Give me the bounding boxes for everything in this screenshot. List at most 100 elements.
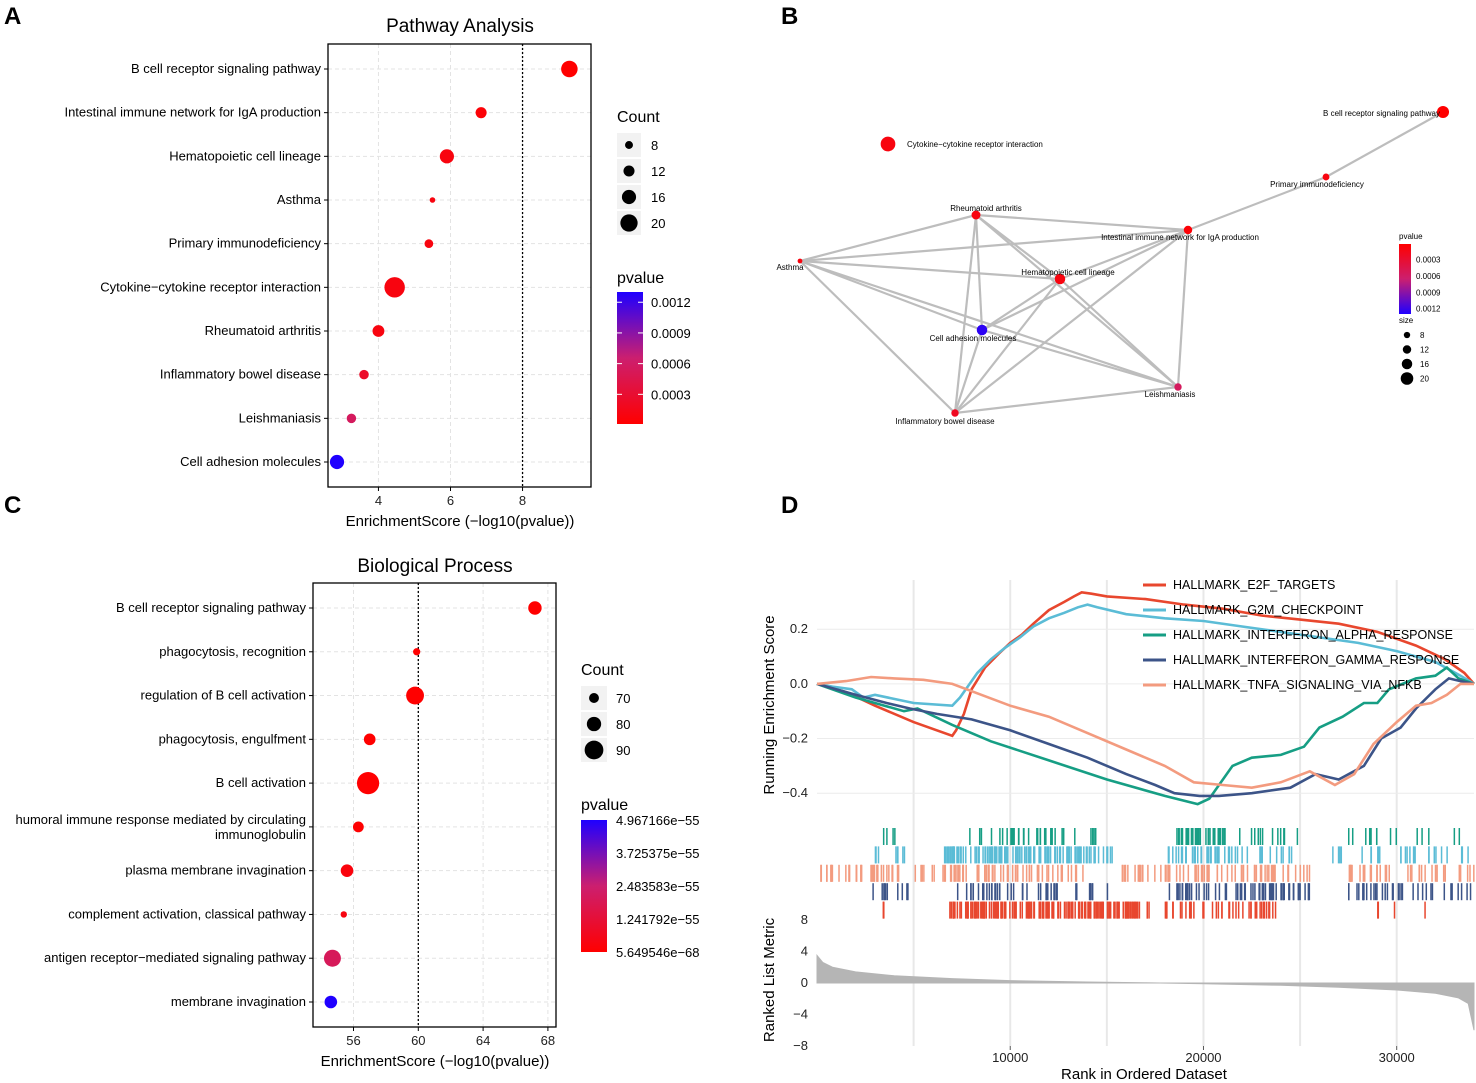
- network-edge: [799, 228, 1189, 263]
- network-node: [1436, 105, 1450, 119]
- legend-label: 16: [1420, 360, 1429, 369]
- data-point: [340, 911, 347, 918]
- data-point: [346, 413, 357, 424]
- network-edge: [1176, 229, 1190, 388]
- legend-size-dot: [1400, 372, 1414, 385]
- network-node: [976, 324, 988, 336]
- x-axis-title: EnrichmentScore (−log10(pvalue)): [346, 513, 575, 530]
- category-label: complement activation, classical pathway: [68, 906, 306, 921]
- legend-label: 0.0009: [1416, 288, 1441, 297]
- series-line: [816, 675, 1474, 790]
- x-axis-title: EnrichmentScore (−log10(pvalue)): [321, 1053, 550, 1070]
- network-edge: [975, 213, 1189, 232]
- data-point: [323, 949, 341, 967]
- legend-title: pvalue: [617, 270, 664, 287]
- network-edge: [799, 213, 977, 263]
- category-label: Cytokine−cytokine receptor interaction: [100, 279, 321, 294]
- series-line: [816, 590, 1475, 738]
- network-node-label: Leishmaniasis: [1145, 390, 1196, 399]
- plot-frame: [312, 582, 557, 1028]
- legend-label: 16: [651, 190, 665, 205]
- network-node-label: Cytokine−cytokine receptor interaction: [907, 140, 1043, 149]
- legend-size-dot: [625, 141, 633, 149]
- data-point: [439, 149, 454, 164]
- category-label: Primary immunodeficiency: [169, 236, 322, 251]
- network-edge: [799, 259, 1061, 281]
- legend-label: 0.0006: [1416, 272, 1441, 281]
- legend-label: 0.0012: [651, 295, 691, 310]
- legend-label: 0.0009: [651, 326, 691, 341]
- legend-size-dot: [620, 214, 638, 232]
- y-axis-title: Running Enrichment Score: [761, 615, 778, 794]
- network-edge: [799, 260, 956, 414]
- data-point: [359, 369, 369, 380]
- network-node-label: B cell receptor signaling pathway: [1323, 109, 1440, 118]
- data-point: [363, 733, 376, 746]
- network-node-label: Primary immunodeficiency: [1270, 180, 1364, 189]
- panel-letter-b: B: [781, 3, 798, 30]
- x-tick-label: 4: [375, 493, 382, 508]
- category-label: Inflammatory bowel disease: [160, 367, 321, 382]
- data-point: [429, 197, 436, 203]
- category-label: B cell activation: [216, 775, 306, 790]
- chart-title: Pathway Analysis: [386, 16, 534, 37]
- legend-label: 20: [651, 216, 665, 231]
- metric-y-tick-label: 8: [801, 912, 808, 927]
- metric-y-tick-label: −8: [793, 1038, 808, 1053]
- legend-title: Count: [617, 109, 660, 126]
- data-point: [475, 107, 487, 119]
- x-tick-label: 8: [519, 493, 526, 508]
- legend-label: HALLMARK_E2F_TARGETS: [1173, 578, 1335, 592]
- panel-letter-d: D: [781, 492, 798, 519]
- category-label: antigen receptor−mediated signaling path…: [44, 950, 306, 965]
- legend-label: 12: [651, 164, 665, 179]
- legend-label: 8: [1420, 331, 1425, 340]
- network-edge: [981, 328, 1179, 389]
- x-tick-label: 56: [346, 1033, 360, 1048]
- count-legend: Count 70 80 90: [581, 662, 630, 762]
- network-node-label: Intestinal immune network for IgA produc…: [1101, 233, 1259, 242]
- legend-label: 0.0003: [651, 387, 691, 402]
- network-node-label: Hematopoietic cell lineage: [1021, 268, 1115, 277]
- legend-label: 90: [616, 743, 630, 758]
- metric-y-axis-title: Ranked List Metric: [761, 917, 778, 1042]
- network-node-label: Cell adhesion molecules: [930, 334, 1017, 343]
- legend-label: HALLMARK_INTERFERON_GAMMA_RESPONSE: [1173, 653, 1459, 667]
- legend-label: HALLMARK_G2M_CHECKPOINT: [1173, 603, 1364, 617]
- category-label: phagocytosis, engulfment: [159, 731, 307, 746]
- x-axis-title: Rank in Ordered Dataset: [1061, 1066, 1228, 1083]
- data-point: [372, 325, 385, 337]
- network-edge: [799, 259, 1179, 389]
- network-node-label: Inflammatory bowel disease: [895, 417, 995, 426]
- legend-label: 70: [616, 691, 630, 706]
- legend-label: 1.241792e−55: [616, 912, 700, 927]
- x-tick-label: 6: [447, 493, 454, 508]
- network-node: [951, 409, 959, 417]
- category-label: immunoglobulin: [215, 827, 306, 842]
- colorbar: [581, 820, 607, 952]
- panel-letter-a: A: [4, 3, 21, 30]
- legend-label: 5.649546e−68: [616, 945, 700, 960]
- network-edge: [953, 329, 984, 414]
- legend-label: 2.483583e−55: [616, 879, 700, 894]
- legend-label: 8: [651, 138, 658, 153]
- network-node: [797, 258, 803, 264]
- legend-label: 0.0003: [1416, 256, 1441, 265]
- x-tick-label: 60: [411, 1033, 425, 1048]
- data-point: [406, 686, 424, 705]
- colorbar: [1399, 244, 1411, 314]
- data-point: [340, 864, 354, 877]
- legend-size-dot: [621, 189, 637, 205]
- network-node: [971, 210, 981, 220]
- network-node: [1054, 273, 1066, 285]
- category-label: Leishmaniasis: [239, 410, 322, 425]
- network-node-label: Rheumatoid arthritis: [950, 204, 1022, 213]
- network-edge: [981, 278, 1061, 331]
- network-edge: [1187, 175, 1327, 232]
- network-edge: [1059, 278, 1179, 388]
- y-tick-label: 0.0: [790, 676, 808, 691]
- x-tick-label: 30000: [1379, 1050, 1415, 1065]
- legend-label: 80: [616, 717, 630, 732]
- x-tick-label: 64: [476, 1033, 490, 1048]
- network-node: [1322, 173, 1330, 181]
